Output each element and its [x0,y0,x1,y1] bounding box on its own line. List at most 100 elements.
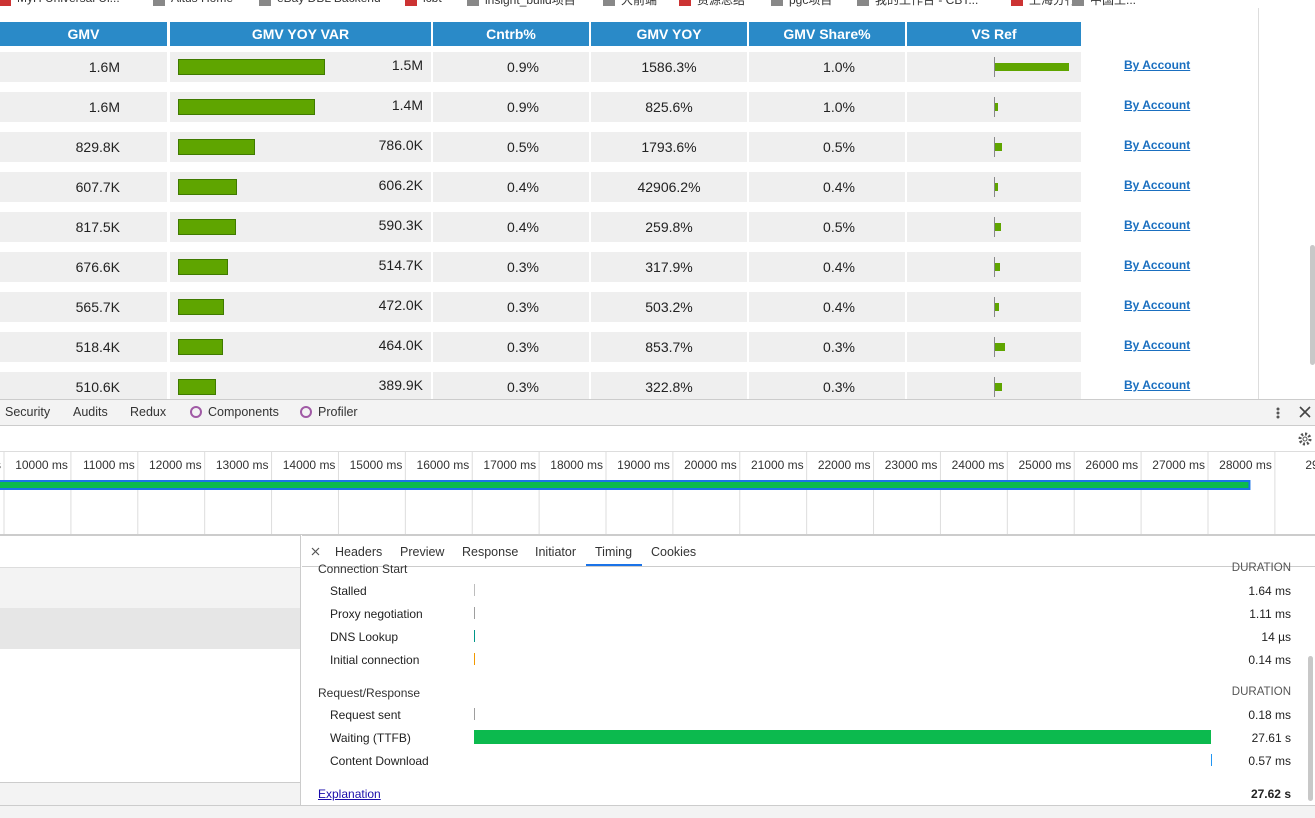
ref-axis [994,137,995,157]
detail-tab[interactable]: Cookies [651,545,697,559]
var-label: 786.0K [378,137,423,153]
bookmark[interactable]: eBay DBL Backend [277,0,381,5]
var-bar [178,59,325,75]
var-label: 1.4M [391,97,423,113]
explanation-link[interactable]: Explanation [318,787,381,801]
cntrb: 0.5% [507,139,539,155]
timing-value: 1.64 ms [1248,584,1291,598]
settings-icon[interactable] [1298,432,1312,446]
ref-bar [995,63,1069,71]
cell [0,292,167,322]
var-label: 590.3K [378,217,423,233]
tick-label: 11000 ms [83,458,135,472]
tick-label: 28000 ms [1219,458,1272,472]
toolbar [0,426,1315,452]
cell [433,212,589,242]
var-bar [178,379,217,395]
bookmark[interactable]: lcbt [423,0,442,5]
timing-label: Proxy negotiation [330,607,423,621]
gmv-share: 1.0% [823,99,855,115]
timing-value: 0.14 ms [1248,653,1291,667]
var-label: 472.0K [378,297,423,313]
tick-label: 18000 ms [550,458,603,472]
timing-bar [474,584,475,596]
bookmark[interactable]: 资源总结 [697,0,746,7]
devtools-tab[interactable]: Security [5,405,51,419]
cell [749,212,905,242]
ref-bar [995,303,1000,311]
timing-bar [474,653,476,665]
react-icon [190,406,202,418]
bookmark[interactable]: Altus Home [171,0,233,5]
cell [591,372,747,399]
request-bar [0,480,1251,490]
var-bar [178,179,238,195]
cell [749,132,905,162]
bookmark-icon [0,0,11,6]
active-tab-underline [586,564,642,566]
gmv-share: 0.3% [823,339,855,355]
ref-axis [994,337,995,357]
timing-label: Waiting (TTFB) [330,731,411,745]
bookmark[interactable]: insight_build项目 [485,0,576,7]
gmv: 676.6K [75,259,120,275]
by-account-link[interactable]: By Account [1124,338,1191,352]
by-account-link[interactable]: By Account [1124,298,1191,312]
cell [591,332,747,362]
by-account-link[interactable]: By Account [1124,98,1191,112]
detail-tab[interactable]: Initiator [535,545,576,559]
cell [0,372,167,399]
var-bar [178,259,229,275]
tick-label: 27000 ms [1152,458,1205,472]
devtools-tab[interactable]: Profiler [318,405,358,419]
by-account-link[interactable]: By Account [1124,58,1191,72]
detail-tab[interactable]: Timing [595,545,633,559]
gmv-share: 0.3% [823,379,855,395]
row [0,567,300,608]
close-detail[interactable] [311,547,320,556]
cell [591,212,747,242]
gmv: 817.5K [75,219,120,235]
bookmarks-bar: MyH Universal Ul... Altus Home eBay DBL Ba… [0,0,1315,8]
bookmark[interactable]: 我的工作台 - CBT... [875,0,979,7]
bookmark[interactable]: 上海分行 [1029,0,1078,7]
by-account-link[interactable]: By Account [1124,138,1191,152]
cell [591,292,747,322]
gmv-share: 0.4% [823,299,855,315]
table-area: GMV GMV YOY VAR Cntrb% GMV YOY GMV Share% VS … [0,8,1315,399]
gmv-yoy: 853.7% [645,339,693,355]
var-bar [178,339,224,355]
timing-label: Request sent [330,708,401,722]
cntrb: 0.3% [507,299,539,315]
column-header: VS Ref [907,22,1081,46]
devtools-tab[interactable]: Components [208,405,279,419]
by-account-link[interactable]: By Account [1124,378,1191,392]
cell [591,252,747,282]
section-title: Connection Start [318,562,408,576]
bookmark[interactable]: pgc项目 [789,0,833,7]
bookmark[interactable]: MyH Universal Ul... [17,0,120,5]
by-account-link[interactable]: By Account [1124,218,1191,232]
by-account-link[interactable]: By Account [1124,258,1191,272]
bookmark-icon [603,0,615,6]
column-header: GMV Share% [749,22,905,46]
bookmark[interactable]: 中国工... [1090,0,1137,7]
bookmark[interactable]: 大前端 [621,0,658,7]
tick-label: 14000 ms [283,458,336,472]
menu-icon[interactable] [1272,406,1284,420]
detail-tab[interactable]: Response [462,545,519,559]
gmv-share: 0.4% [823,179,855,195]
cntrb: 0.3% [507,379,539,395]
detail-tab[interactable]: Preview [400,545,445,559]
close-icon[interactable] [1299,406,1311,418]
timing-bar [474,708,476,720]
detail-tab[interactable]: Headers [335,545,383,559]
cell [0,52,167,82]
var-label: 606.2K [378,177,423,193]
gmv-yoy: 1586.3% [641,59,697,75]
devtools-tab[interactable]: Redux [130,405,167,419]
ref-axis [994,377,995,397]
devtools-tab[interactable]: Audits [73,405,108,419]
tick-label: 20000 ms [684,458,737,472]
by-account-link[interactable]: By Account [1124,178,1191,192]
